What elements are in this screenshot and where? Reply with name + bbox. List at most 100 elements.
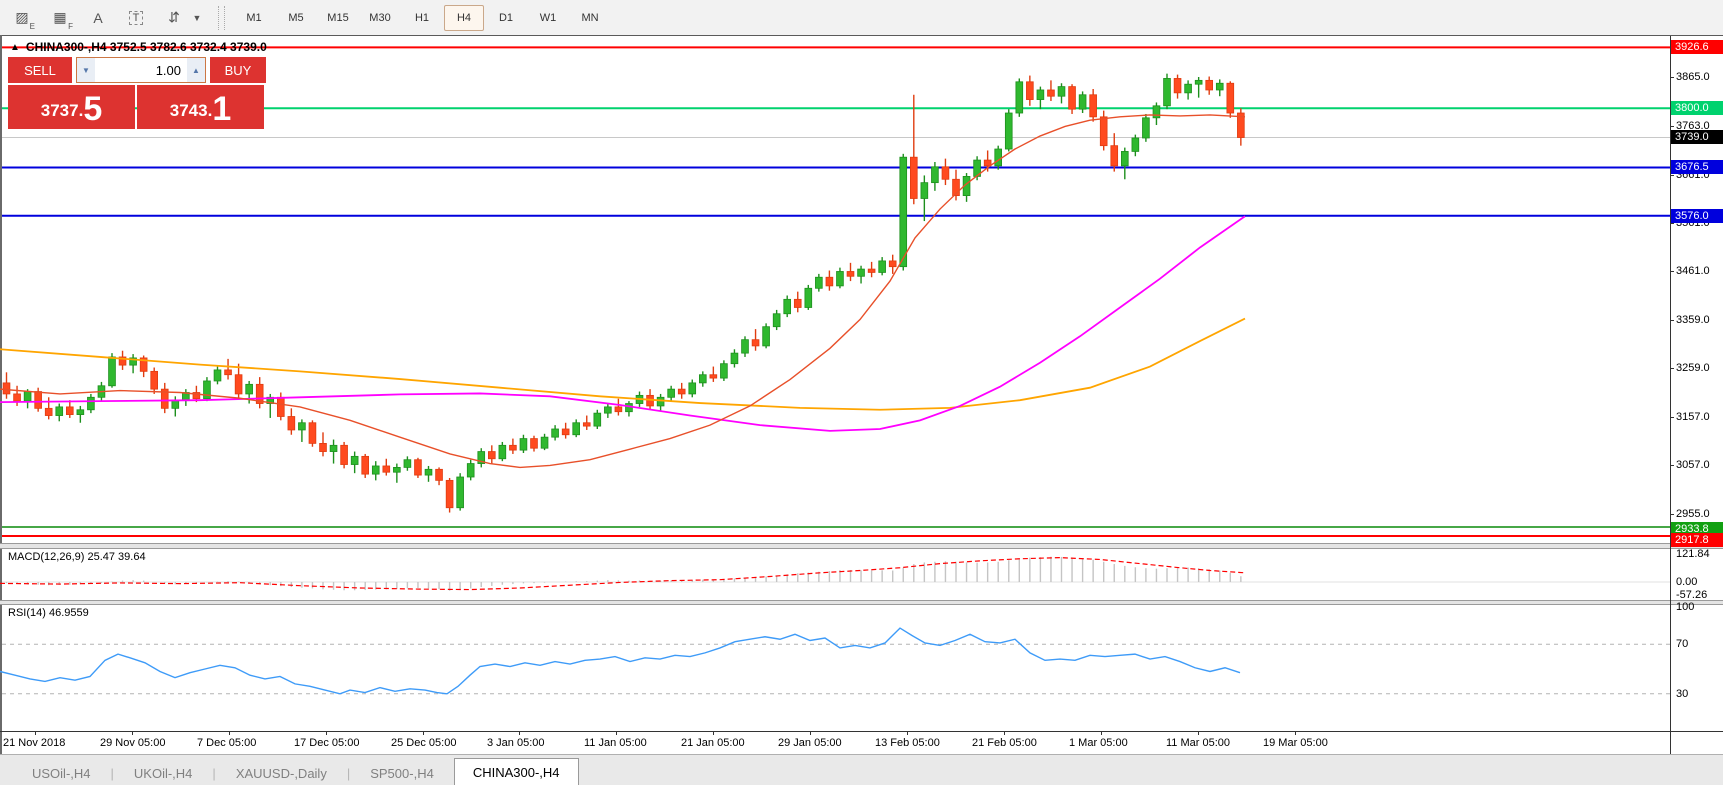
macd-tick-121.84: 121.84 — [1676, 548, 1710, 560]
volume-control: ▼ ▲ — [76, 57, 206, 83]
time-tick — [810, 731, 811, 735]
chart-tab-sp500-h4[interactable]: SP500-,H4 — [370, 766, 434, 781]
chart-tab-china300-h4[interactable]: CHINA300-,H4 — [453, 758, 579, 785]
time-tick — [35, 731, 36, 735]
price-tick-2955.0: 2955.0 — [1670, 508, 1710, 520]
buy-price: 3743. — [169, 101, 213, 120]
time-axis-border — [0, 731, 1723, 732]
rsi-tick-70: 70 — [1676, 638, 1689, 650]
rsi-label: RSI(14) 46.9559 — [8, 607, 89, 619]
time-label: 29 Nov 05:00 — [100, 737, 166, 749]
timeframe-button-m15[interactable]: M15 — [327, 11, 349, 24]
time-tick — [423, 731, 424, 735]
time-tick — [1101, 731, 1102, 735]
time-tick — [1295, 731, 1296, 735]
buy-price-panel[interactable]: 3743. 1 — [137, 85, 264, 129]
macd-pane-splitter[interactable] — [0, 543, 1723, 549]
timeframe-button-m30[interactable]: M30 — [369, 11, 391, 24]
buy-button[interactable]: BUY — [210, 57, 266, 83]
timeframe-button-h4[interactable]: H4 — [444, 4, 484, 31]
macd-tick--57.26: -57.26 — [1676, 589, 1708, 601]
price-tick-3461.0: 3461.0 — [1670, 265, 1710, 277]
arrows-icon[interactable]: ⇵ — [168, 9, 180, 25]
price-badge-2917.8: 2917.8 — [1671, 533, 1723, 547]
tab-separator: | — [346, 766, 351, 781]
price-axis-border — [1670, 36, 1671, 754]
symbol-ohlc-title: CHINA300-,H4 3752.5 3782.6 3732.4 3739.0 — [25, 40, 267, 54]
timeframe-button-m5[interactable]: M5 — [288, 11, 304, 24]
toolbar: ▨ E ▦ F A T ⇵ ▼ M1 M5 M15 M30 H1 H4 D1 W1 MN — [0, 0, 1723, 36]
timeframe-button-h1[interactable]: H1 — [414, 11, 430, 24]
time-tick — [713, 731, 714, 735]
time-tick — [132, 731, 133, 735]
macd-label: MACD(12,26,9) 25.47 39.64 — [8, 551, 146, 563]
rsi-tick-30: 30 — [1676, 688, 1689, 700]
hatch-e-icon[interactable]: ▨ E — [15, 9, 35, 31]
time-label: 3 Jan 05:00 — [487, 737, 545, 749]
chart-tab-ukoil-h4[interactable]: UKOil-,H4 — [133, 766, 193, 781]
time-tick — [616, 731, 617, 735]
one-click-collapse-icon[interactable]: ▲ — [10, 41, 20, 53]
buy-price-big-digit: 1 — [212, 90, 232, 128]
tab-separator: | — [212, 766, 216, 781]
sell-price-big-digit: 5 — [83, 90, 103, 128]
price-tick-3157.0: 3157.0 — [1670, 411, 1710, 423]
label-t-icon[interactable]: T — [120, 4, 152, 32]
volume-input[interactable] — [95, 58, 187, 82]
objects-dropdown-caret[interactable]: ▼ — [192, 12, 202, 23]
time-tick — [1004, 731, 1005, 735]
timeframe-button-d1[interactable]: D1 — [498, 11, 514, 24]
macd-tick-0.00: 0.00 — [1676, 576, 1698, 588]
time-tick — [1198, 731, 1199, 735]
sell-price: 3737. — [40, 101, 84, 120]
price-badge-3926.6: 3926.6 — [1671, 40, 1723, 54]
price-badge-2933.8: 2933.8 — [1671, 522, 1723, 536]
time-label: 19 Mar 05:00 — [1263, 737, 1328, 749]
time-label: 21 Jan 05:00 — [681, 737, 745, 749]
price-tick-3865.0: 3865.0 — [1670, 71, 1710, 83]
time-label: 1 Mar 05:00 — [1069, 737, 1128, 749]
time-label: 21 Feb 05:00 — [972, 737, 1037, 749]
price-badge-3800.0: 3800.0 — [1671, 101, 1723, 115]
text-a-icon[interactable]: A — [93, 9, 103, 26]
chart-tab-xauusd-daily[interactable]: XAUUSD-,Daily — [235, 766, 327, 781]
time-tick — [229, 731, 230, 735]
chart-area[interactable] — [0, 35, 1723, 785]
time-label: 7 Dec 05:00 — [197, 737, 257, 749]
price-badge-3739.0: 3739.0 — [1671, 130, 1723, 144]
toolbar-grip[interactable] — [218, 5, 225, 30]
timeframe-toolbar: M1 M5 M15 M30 H1 H4 D1 W1 MN — [233, 4, 611, 31]
time-label: 13 Feb 05:00 — [875, 737, 940, 749]
price-badge-3576.0: 3576.0 — [1671, 209, 1723, 223]
price-tick-3359.0: 3359.0 — [1670, 314, 1710, 326]
volume-down-spinner[interactable]: ▼ — [77, 58, 95, 82]
sell-button[interactable]: SELL — [8, 57, 72, 83]
sell-price-panel[interactable]: 3737. 5 — [8, 85, 135, 129]
price-tick-3057.0: 3057.0 — [1670, 459, 1710, 471]
price-tick-3259.0: 3259.0 — [1670, 362, 1710, 374]
time-tick — [326, 731, 327, 735]
rsi-pane-splitter[interactable] — [0, 600, 1723, 605]
timeframe-button-w1[interactable]: W1 — [539, 11, 557, 24]
volume-up-spinner[interactable]: ▲ — [187, 58, 205, 82]
rsi-tick-100: 100 — [1676, 601, 1695, 613]
tab-separator: | — [110, 766, 114, 781]
price-tick-3763.0: 3763.0 — [1670, 120, 1710, 132]
time-label: 11 Jan 05:00 — [584, 737, 647, 749]
chart-left-border — [0, 35, 2, 785]
time-tick — [907, 731, 908, 735]
time-label: 17 Dec 05:00 — [294, 737, 360, 749]
timeframe-button-m1[interactable]: M1 — [246, 11, 262, 24]
object-toolbar: ▨ E ▦ F A T ⇵ — [0, 4, 190, 32]
chart-tab-usoil-h4[interactable]: USOil-,H4 — [32, 766, 91, 781]
chart-title: ▲ CHINA300-,H4 3752.5 3782.6 3732.4 3739… — [10, 40, 267, 54]
time-label: 29 Jan 05:00 — [778, 737, 842, 749]
time-tick — [519, 731, 520, 735]
timeframe-button-mn[interactable]: MN — [581, 11, 599, 24]
time-label: 21 Nov 2018 — [3, 737, 66, 749]
time-label: 11 Mar 05:00 — [1166, 737, 1231, 749]
grid-f-icon[interactable]: ▦ F — [53, 9, 73, 31]
one-click-trade-panel: SELL ▼ ▲ BUY 3737.5 3743.1 — [8, 57, 266, 129]
time-label: 25 Dec 05:00 — [391, 737, 457, 749]
